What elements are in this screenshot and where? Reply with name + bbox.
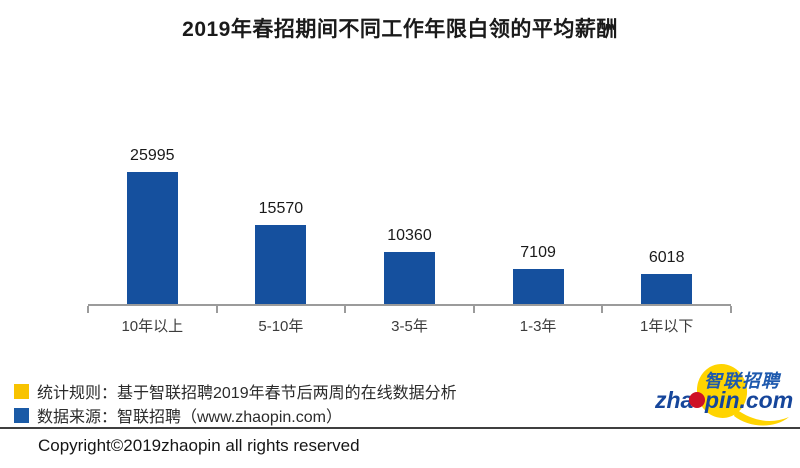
bar	[383, 252, 435, 305]
logo-yellow-tail-icon	[734, 409, 789, 426]
blue-swatch-icon	[14, 407, 29, 423]
category-label: 10年以上	[121, 318, 184, 335]
legend-rules-text: 统计规则：基于智联招聘2019年春节后两周的在线数据分析	[37, 385, 457, 402]
logo-en-prefix-text: zha	[654, 387, 694, 413]
axis-tick	[344, 306, 347, 313]
zhaopin-logo: 智联招聘 zha pin.com	[654, 364, 793, 426]
axis-tick	[215, 306, 218, 313]
bar-cell: 7109	[474, 128, 603, 305]
axis-tick	[730, 306, 732, 313]
axis-tick	[472, 306, 475, 313]
category-label: 1年以下	[640, 318, 694, 335]
logo-yellow-ellipse-icon	[696, 364, 748, 418]
chart-title: 2019年春招期间不同工作年限白领的平均薪酬	[182, 18, 618, 41]
axis-tick	[87, 306, 89, 313]
category-label: 1-3年	[519, 318, 557, 335]
bar-cell: 10360	[345, 128, 474, 305]
bars-row: 25995 15570 10360 7109 6018	[88, 128, 731, 305]
bar-value-label: 10360	[387, 227, 432, 244]
category-label: 3-5年	[391, 318, 428, 335]
bar-value-label: 25995	[130, 147, 175, 164]
logo-en-suffix-text: pin.com	[704, 387, 793, 413]
footer-divider	[0, 427, 800, 429]
bar-value-label: 15570	[258, 200, 304, 217]
bar-cell: 15570	[217, 128, 346, 305]
bar-value-label: 6018	[648, 249, 685, 266]
yellow-swatch-icon	[14, 383, 29, 399]
bar	[255, 225, 307, 305]
category-label: 5-10年	[258, 318, 304, 335]
bar	[641, 274, 693, 305]
legend-source-text: 数据来源：智联招聘（www.zhaopin.com）	[37, 409, 342, 426]
bar	[126, 172, 178, 305]
bar	[512, 269, 564, 305]
axis-tick	[601, 306, 604, 313]
bar-cell: 6018	[602, 128, 731, 305]
copyright-text: Copyright©2019zhaopin all rights reserve…	[38, 436, 360, 455]
source-legend: 统计规则：基于智联招聘2019年春节后两周的在线数据分析 数据来源：智联招聘（w…	[14, 379, 457, 427]
bar-chart-plot-area: 25995 15570 10360 7109 6018	[88, 128, 731, 305]
bar-cell: 25995	[88, 128, 217, 305]
logo-red-dot-icon	[689, 392, 705, 408]
x-axis-line	[87, 304, 732, 313]
bar-value-label: 7109	[520, 244, 556, 261]
x-axis-category-labels: 10年以上 5-10年 3-5年 1-3年 1年以下	[88, 315, 731, 336]
logo-cn-text: 智联招聘	[704, 371, 782, 391]
legend-row-rules: 统计规则：基于智联招聘2019年春节后两周的在线数据分析	[14, 379, 457, 403]
legend-row-source: 数据来源：智联招聘（www.zhaopin.com）	[14, 403, 457, 427]
